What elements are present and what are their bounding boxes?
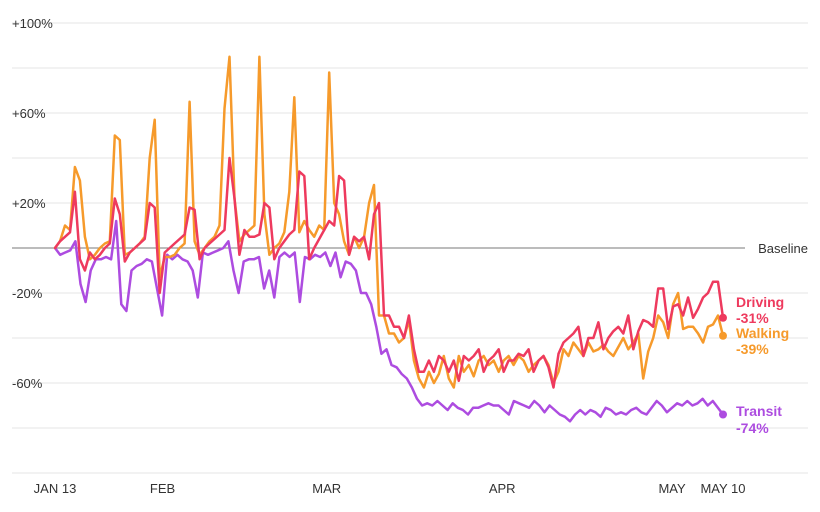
series-line-walking: [53, 55, 725, 389]
series-line-driving: [53, 156, 725, 389]
y-tick-label: +60%: [12, 106, 46, 121]
series-label-walking: Walking: [736, 325, 789, 341]
series-value-walking: -39%: [736, 341, 769, 357]
series-label-driving: Driving: [736, 294, 784, 310]
end-point-driving: [719, 313, 727, 322]
baseline: Baseline: [12, 241, 808, 256]
x-tick-label: APR: [489, 481, 516, 496]
x-axis: JAN 13 FEB MAR APR MAY MAY 10: [34, 481, 746, 496]
baseline-label: Baseline: [758, 241, 808, 256]
series-value-driving: -31%: [736, 310, 769, 326]
y-axis: +100% +60% +20% -20% -60%: [12, 16, 53, 391]
y-tick-label: +20%: [12, 196, 46, 211]
x-tick-label: MAY: [658, 481, 686, 496]
series-end-labels: Driving-31%Walking-39% Transit-74%: [736, 294, 789, 436]
y-tick-label: -60%: [12, 376, 43, 391]
end-point-transit: [719, 410, 727, 419]
series-value-transit: -74%: [736, 420, 769, 436]
x-tick-label: JAN 13: [34, 481, 77, 496]
end-point-walking: [719, 331, 727, 340]
y-tick-label: +100%: [12, 16, 53, 31]
x-tick-label: MAY 10: [700, 481, 745, 496]
grid-lines: [12, 22, 808, 474]
y-tick-label: -20%: [12, 286, 43, 301]
series-label-transit: Transit: [736, 403, 782, 419]
x-tick-label: MAR: [312, 481, 341, 496]
series-lines: [53, 55, 727, 423]
x-tick-label: FEB: [150, 481, 175, 496]
series-line-transit: [53, 219, 725, 423]
